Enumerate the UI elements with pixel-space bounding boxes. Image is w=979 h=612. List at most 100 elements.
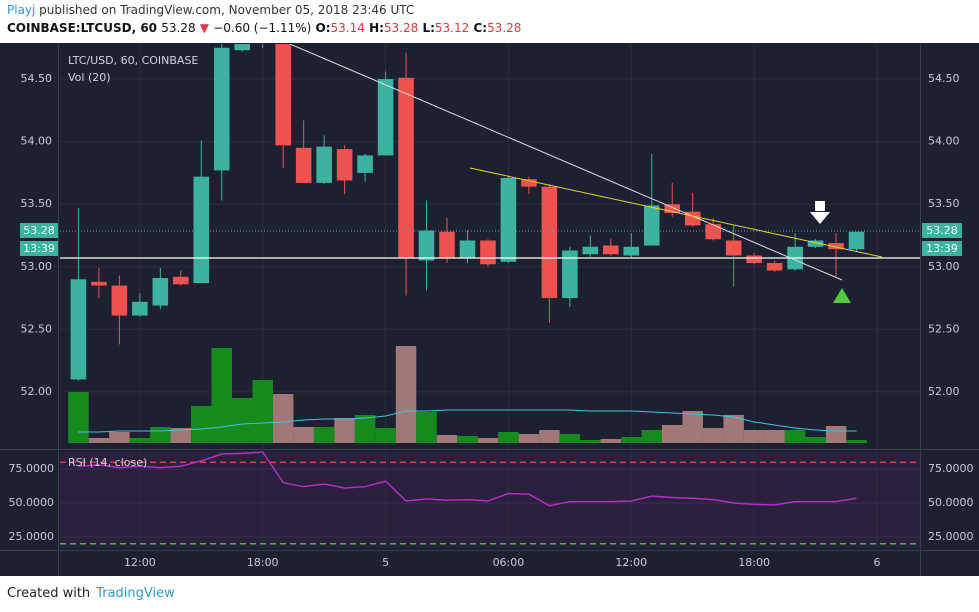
volume-bar [272, 394, 294, 443]
countdown-box [922, 241, 962, 256]
volume-bar [88, 438, 110, 443]
candle-body [213, 47, 230, 171]
volume-bar [293, 427, 314, 443]
volume-bar [764, 430, 785, 443]
volume-bar [825, 426, 847, 443]
candle-body [480, 240, 496, 265]
countdown-box [20, 241, 58, 256]
price-label-box [20, 223, 58, 238]
candle-body [725, 240, 742, 256]
candle-body [132, 301, 148, 316]
candle-body [643, 205, 660, 246]
volume-bar [559, 434, 581, 443]
volume-ma [78, 409, 857, 433]
x-tick-label: 6 [874, 556, 881, 569]
y-tick-label: 54.00 [21, 135, 53, 148]
symbol-line: COINBASE:LTCUSD, 60 53.28 ▼ −0.60 (−1.11… [7, 21, 521, 35]
price-label: 53.28 [23, 224, 55, 237]
header-line: Playj published on TradingView.com, Nove… [7, 3, 414, 17]
volume-bar [109, 432, 130, 443]
volume-bar [682, 411, 703, 443]
candle-body [111, 285, 128, 316]
candle-body [705, 224, 721, 240]
candle-body [541, 186, 558, 299]
brand[interactable]: TradingView [96, 586, 175, 601]
candle-body [418, 230, 435, 261]
countdown-label: 13:39 [926, 242, 958, 255]
y-tick-label: 54.50 [928, 72, 960, 85]
chart: LTC/USD, 60, COINBASE Vol (20) RSI (14, … [0, 43, 979, 576]
h: 53.28 [383, 21, 419, 35]
volume-bar [457, 436, 478, 443]
last: 53.28 [161, 21, 196, 35]
x-tick-label: 12:00 [124, 556, 156, 569]
x-tick-label: 12:00 [615, 556, 647, 569]
volume-bar [723, 415, 744, 443]
c: 53.28 [487, 21, 522, 35]
x-tick-label: 18:00 [247, 556, 279, 569]
candle-body [562, 250, 578, 299]
volume-bar [477, 438, 499, 443]
down-arrow [810, 201, 830, 224]
candle-body [275, 44, 291, 146]
volume-bar [354, 415, 376, 443]
candle-body [70, 279, 87, 380]
volume-bar [702, 428, 724, 443]
y-tick-label: 52.00 [21, 385, 53, 398]
y-tick-label: 50.0000 [9, 496, 55, 509]
volume-bar [600, 439, 622, 443]
candle-body [439, 231, 455, 259]
y-tick-label: 54.50 [21, 72, 53, 85]
created-with: Created with [7, 586, 91, 601]
candle-body [234, 44, 251, 51]
volume-bar [498, 432, 519, 443]
l-label: L: [422, 21, 435, 35]
volume-bar [662, 425, 683, 443]
candle-body [152, 278, 169, 306]
candle-body [664, 204, 681, 213]
candle-body [582, 246, 599, 255]
y-tick-label: 52.50 [928, 322, 960, 335]
y-tick-label: 75.0000 [928, 462, 974, 475]
volume-bar [621, 437, 642, 443]
y-tick-label: 52.00 [928, 385, 960, 398]
volume-bar [252, 380, 273, 443]
y-tick-label: 53.00 [928, 260, 960, 273]
candle-body [623, 246, 640, 256]
candle-body [377, 79, 394, 156]
candle-body [603, 245, 619, 255]
candle-body [173, 276, 189, 285]
candle-body [398, 77, 414, 259]
volume-bar [539, 430, 560, 443]
candle-body [316, 146, 332, 183]
volume-bar [334, 418, 355, 443]
trend-line-yellow [469, 167, 883, 258]
volume-bar [580, 440, 601, 443]
volume-bar [805, 437, 826, 443]
volume-bar [68, 392, 89, 443]
candle-body [500, 177, 517, 262]
volume-bar [150, 427, 171, 443]
candle-body [828, 242, 844, 250]
y-tick-label: 25.0000 [9, 530, 55, 543]
rsi-line [78, 451, 857, 507]
user[interactable]: Playj [7, 3, 36, 17]
volume-bar [518, 434, 540, 443]
volume-bar [313, 427, 335, 443]
h-label: H: [369, 21, 384, 35]
candle-body [193, 176, 210, 284]
y-tick-label: 54.00 [928, 135, 960, 148]
volume-bar [743, 430, 765, 443]
y-tick-label: 53.50 [21, 197, 53, 210]
volume-bar [170, 428, 192, 443]
volume-title: Vol (20) [68, 71, 111, 84]
y-tick-label: 53.00 [21, 260, 53, 273]
volume-bar [846, 440, 867, 443]
volume-bar [641, 430, 662, 443]
footer: Created with TradingView [7, 586, 175, 601]
price-label-box [922, 223, 962, 238]
y-tick-label: 25.0000 [928, 530, 974, 543]
c-label: C: [473, 21, 488, 35]
candle-body [766, 263, 783, 271]
